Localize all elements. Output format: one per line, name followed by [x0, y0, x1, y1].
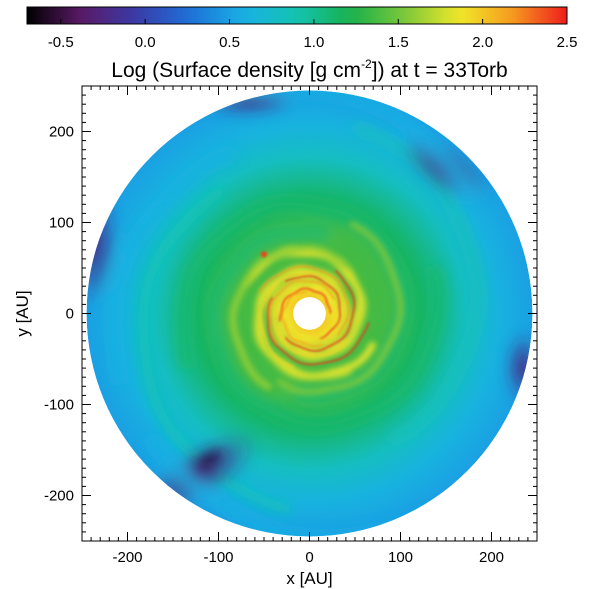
density-filament — [281, 290, 323, 348]
spiral-arms-fine-structure — [259, 251, 370, 368]
dense-arm — [276, 221, 404, 396]
chart-title: Log (Surface density [g cm-2]) at t = 33… — [111, 57, 507, 82]
clump — [261, 251, 267, 258]
inner-cavity — [293, 297, 326, 330]
density-filament — [259, 272, 329, 368]
low-density-patch — [86, 177, 119, 305]
y-tick-label: 0 — [66, 306, 74, 323]
chart-title-main: Log (Surface density [g cm — [111, 59, 361, 82]
dense-arm — [229, 245, 350, 391]
x-tick-label: -100 — [203, 549, 233, 566]
x-tick-label: 100 — [388, 549, 413, 566]
x-tick-label: -200 — [112, 549, 142, 566]
density-filament — [269, 280, 336, 345]
x-tick-label: 200 — [479, 549, 504, 566]
colorbar-tick-label: 0.0 — [135, 34, 156, 51]
density-filament — [285, 295, 346, 344]
colorbar-tick-label: -0.5 — [48, 34, 74, 51]
spiral-arm — [207, 225, 446, 432]
colorbar-ticks: -0.5 0.0 0.5 1.0 1.5 2.0 2.5 — [48, 19, 578, 51]
outer-swirl — [107, 146, 238, 386]
chart-title-tail: ]) at t = 33Torb — [372, 59, 508, 82]
density-filament — [267, 297, 370, 366]
x-axis-label: x [AU] — [286, 569, 332, 588]
x-axis-ticks: -200 -100 0 100 200 — [81, 86, 538, 566]
colorbar-gradient — [26, 6, 568, 25]
colorbar-tick-label: 2.0 — [472, 34, 493, 51]
colorbar: -0.5 0.0 0.5 1.0 1.5 2.0 2.5 — [26, 6, 578, 51]
y-axis-label: y [AU] — [13, 290, 32, 336]
y-tick-label: -200 — [44, 488, 74, 505]
density-filament — [273, 288, 347, 357]
density-filament — [284, 269, 356, 352]
density-filament — [284, 275, 341, 340]
chart-title-superscript: -2 — [361, 57, 372, 71]
density-filament — [279, 287, 332, 322]
y-tick-label: 100 — [49, 215, 74, 232]
y-tick-label: 200 — [49, 124, 74, 141]
density-map — [86, 90, 533, 537]
low-density-patch — [191, 446, 228, 472]
y-tick-label: -100 — [44, 397, 74, 414]
x-tick-label: 0 — [305, 549, 313, 566]
spiral-arm — [176, 196, 412, 404]
density-filament — [259, 265, 350, 336]
colorbar-tick-label: 1.0 — [303, 34, 324, 51]
y-axis-ticks: -200 -100 0 100 200 — [44, 85, 537, 542]
colorbar-tick-label: 0.5 — [219, 34, 240, 51]
colorbar-tick-label: 2.5 — [557, 34, 578, 51]
colorbar-tick-label: 1.5 — [388, 34, 409, 51]
